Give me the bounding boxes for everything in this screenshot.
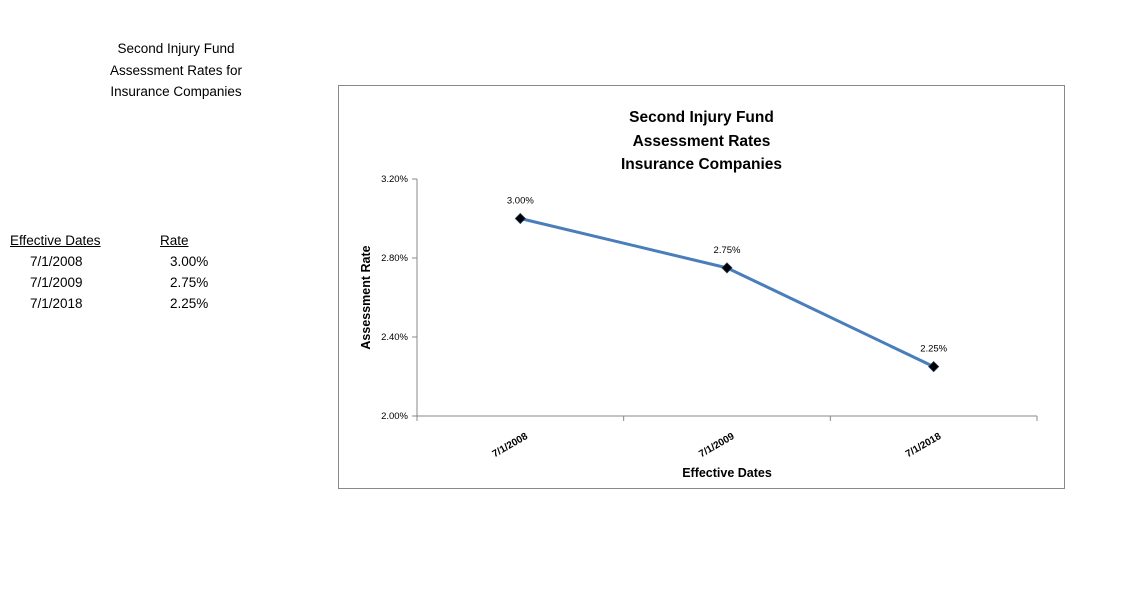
data-label: 3.00%: [507, 196, 534, 207]
data-label: 2.25%: [920, 344, 947, 355]
data-label: 2.75%: [714, 245, 741, 256]
sheet-title-line: Assessment Rates for: [109, 62, 243, 78]
x-axis-title: Effective Dates: [682, 466, 772, 480]
data-point-marker: [928, 361, 940, 373]
sheet-title: Second Injury Fund Assessment Rates for …: [90, 38, 262, 103]
chart-title-line: Second Injury Fund: [629, 109, 774, 126]
y-tick-label: 2.00%: [381, 411, 408, 422]
y-tick-label: 2.80%: [381, 253, 408, 264]
y-axis-title: Assessment Rate: [359, 245, 373, 349]
table-header: Effective Dates Rate: [10, 230, 208, 251]
rates-table: Effective Dates Rate 7/1/2008 3.00% 7/1/…: [10, 230, 208, 314]
table-row: 7/1/2018 2.25%: [10, 293, 208, 314]
rate-cell: 2.75%: [170, 275, 209, 290]
data-point-marker: [514, 212, 526, 225]
date-cell: 7/1/2009: [30, 275, 83, 290]
x-tick-label: 7/1/2009: [697, 431, 737, 460]
table-row: 7/1/2009 2.75%: [10, 272, 208, 293]
header-rate: Rate: [160, 233, 189, 248]
data-point-marker: [721, 262, 733, 274]
date-cell: 7/1/2018: [30, 296, 83, 311]
chart-title: Second Injury Fund Assessment Rates Insu…: [339, 106, 1064, 177]
line-chart[interactable]: 2.00% 2.40% 2.80% 3.20% 7/1/2008 7/1/2009 7/1/…: [338, 85, 1065, 489]
y-tick-label: 3.20%: [381, 174, 408, 185]
rate-cell: 3.00%: [170, 254, 209, 269]
chart-canvas: 2.00% 2.40% 2.80% 3.20% 7/1/2008 7/1/2009 7/1/…: [359, 174, 1038, 480]
chart-title-line: Assessment Rates: [632, 132, 771, 150]
x-tick-label: 7/1/2008: [491, 431, 531, 460]
sheet-title-line: Second Injury Fund: [117, 41, 235, 56]
chart-title-line: Insurance Companies: [620, 156, 783, 173]
sheet-title-line: Insurance Companies: [110, 84, 242, 99]
table-row: 7/1/2008 3.00%: [10, 251, 208, 272]
x-tick-label: 7/1/2018: [904, 431, 944, 460]
rate-cell: 2.25%: [170, 296, 209, 311]
date-cell: 7/1/2008: [30, 254, 83, 269]
y-tick-label: 2.40%: [381, 332, 408, 343]
series-line: [519, 217, 935, 368]
header-effective-dates: Effective Dates: [10, 233, 101, 248]
